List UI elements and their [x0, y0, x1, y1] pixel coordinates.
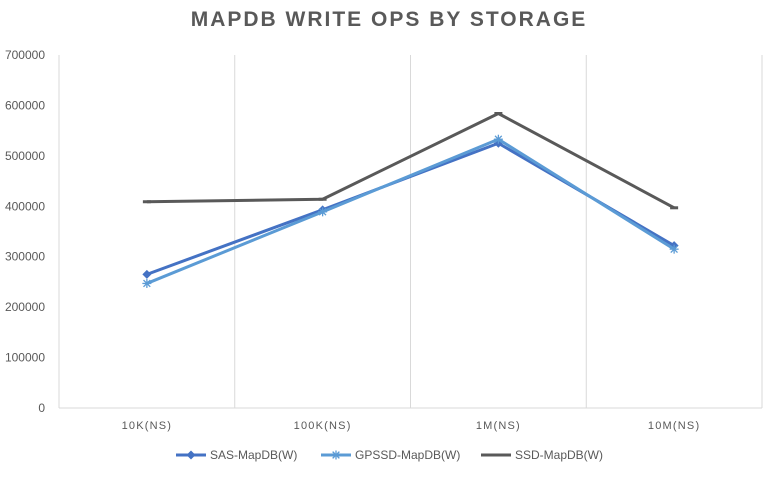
asterisk-stroke [494, 135, 503, 144]
y-tick-label: 300000 [5, 250, 45, 264]
legend-item-ssd-mapdb-w: SSD-MapDB(W) [481, 448, 603, 462]
asterisk-stroke [670, 245, 678, 253]
gridlines [58, 55, 763, 408]
y-tick-label: 600000 [5, 98, 45, 112]
legend-label: SSD-MapDB(W) [515, 448, 603, 462]
series-line-gpssd-mapdb-w [146, 137, 675, 285]
legend-item-gpssd-mapdb-w: GPSSD-MapDB(W) [321, 448, 460, 462]
y-tick-label: 200000 [5, 300, 45, 314]
y-tick-label: 0 [38, 401, 45, 415]
y-tick-label: 700000 [5, 48, 45, 62]
legend-item-sas-mapdb-w: SAS-MapDB(W) [176, 448, 297, 462]
y-tick-label: 100000 [5, 351, 45, 365]
data-point-gpssd-mapdb-w [318, 207, 328, 217]
axes: 0 100000 200000 300000 400000 500000 600000 700… [5, 48, 762, 432]
asterisk-stroke [143, 279, 151, 288]
legend: SAS-MapDB(W) GPSSD-MapDB(W) SSD-MapDB(W) [176, 448, 603, 462]
asterisk-stroke [318, 207, 327, 216]
asterisk-stroke [332, 451, 340, 459]
x-tick-label: 100K(NS) [294, 420, 352, 432]
x-tick-label: 10K(NS) [122, 420, 173, 432]
series-lines [142, 111, 679, 288]
legend-label: SAS-MapDB(W) [210, 448, 297, 462]
chart-title: MAPDB WRITE OPS BY STORAGE [190, 8, 588, 31]
y-tick-label: 500000 [5, 149, 45, 163]
series-line-ssd-mapdb-w [146, 111, 675, 210]
x-tick-label: 1M(NS) [476, 420, 521, 432]
data-point-gpssd-mapdb-w [669, 244, 679, 254]
data-point-gpssd-mapdb-w [142, 278, 152, 288]
data-point-gpssd-mapdb-w [493, 134, 503, 144]
data-point-sas-mapdb-w [142, 269, 152, 279]
series-gpssd-mapdb-w [142, 134, 679, 288]
legend-marker [331, 450, 341, 460]
y-tick-label: 400000 [5, 199, 45, 213]
x-tick-label: 10M(NS) [648, 420, 700, 432]
legend-label: GPSSD-MapDB(W) [355, 448, 460, 462]
legend-marker [186, 450, 196, 460]
series-ssd-mapdb-w [142, 111, 679, 210]
